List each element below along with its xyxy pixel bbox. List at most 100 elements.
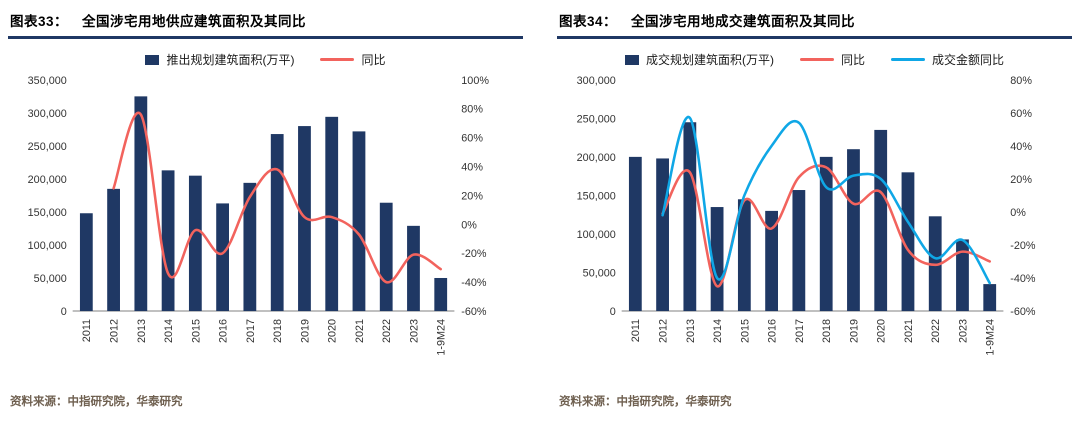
right-axis-tick-label: -40% [1010,273,1036,285]
x-axis-tick-label: 2017 [245,319,257,343]
supply-bar-line-chart: 0 50,000 100,000 150,000 200,000 250,000 300,0… [28,75,490,356]
x-axis-tick-label: 2022 [930,319,942,343]
legend-label: 同比 [361,53,386,67]
transaction-bar-line-chart: 0 50,000 100,000 150,000 200,000 250,000 300,0… [577,75,1036,356]
right-axis-tick-label: -60% [461,306,487,318]
x-axis-tick-label: 2017 [794,319,806,343]
bar [874,129,888,312]
bar [656,158,669,312]
left-axis-tick-label: 350,000 [28,75,67,87]
x-axis-tick-label: 2020 [876,319,888,343]
bar-series [79,96,448,312]
bar [407,225,420,312]
right-axis-tick-label: 80% [1010,75,1032,87]
right-axis-tick-label: -20% [1010,240,1036,252]
right-axis-tick-label: 100% [461,75,489,87]
chart-legend: 推出规划建筑面积(万平) 同比 [8,39,523,70]
bar [134,96,148,312]
x-axis-tick-label: 1-9M24 [985,319,997,356]
left-axis-tick-label: 300,000 [28,108,67,120]
right-axis-tick-label: 0% [461,219,477,231]
source-note: 资料来源：中指研究院，华泰研究 [559,396,732,408]
bar [434,277,448,312]
bar [216,203,229,312]
right-axis-tick-label: -40% [461,277,487,289]
figure-label: 图表33： [10,14,69,29]
x-axis-tick-label: 2015 [190,319,202,343]
x-axis-tick-label: 2016 [767,319,779,343]
x-axis-tick-label: 2014 [712,319,724,343]
legend-item: 推出规划建筑面积(万平) [145,51,294,68]
x-axis-tick-label: 2020 [327,319,339,343]
bar [819,156,833,312]
x-axis-tick-label: 2012 [657,319,669,343]
x-axis-tick-label: 2014 [163,319,175,343]
left-axis-tick-label: 250,000 [577,113,616,125]
x-axis-tick-label: 2018 [272,319,284,343]
legend-item: 成交金额同比 [891,51,1004,68]
legend-item: 成交规划建筑面积(万平) [624,51,774,68]
chart-legend: 成交规划建筑面积(万平) 同比 成交金额同比 [557,39,1072,70]
bar [956,239,969,312]
left-axis-tick-label: 0 [61,306,67,318]
figure-label: 图表34： [559,14,618,29]
legend-item: 同比 [320,51,386,68]
x-axis-tick-label: 2018 [821,319,833,343]
bar [765,210,778,312]
x-axis-tick-label: 2019 [299,319,311,343]
chart-panel-supply: 图表33： 全国涉宅用地供应建筑面积及其同比 推出规划建筑面积(万平) 同比 0 5… [8,6,523,411]
x-axis-tick-label: 2019 [848,319,860,343]
x-axis-tick-label: 2022 [381,319,393,343]
left-axis-tick-label: 250,000 [28,141,67,153]
left-axis-tick-label: 300,000 [577,75,616,87]
right-axis-tick-label: 40% [461,161,483,173]
legend-line-swatch [891,58,925,61]
x-axis-tick-label: 2021 [354,319,366,343]
x-axis-tick-label: 2016 [218,319,230,343]
legend-label: 推出规划建筑面积(万平) [166,53,295,67]
line-series [112,111,443,284]
x-axis-tick-label: 2023 [408,319,420,343]
x-axis-tick-label: 2011 [81,319,93,342]
left-axis-tick-label: 100,000 [28,240,67,252]
legend-label: 成交规划建筑面积(万平) [645,53,774,67]
x-axis-tick-label: 2013 [136,319,148,343]
left-axis-tick-label: 100,000 [577,229,616,241]
bar [243,182,257,312]
left-axis-tick-label: 200,000 [28,174,67,186]
panel-header: 图表33： 全国涉宅用地供应建筑面积及其同比 [8,6,523,39]
left-axis-tick-label: 150,000 [28,207,67,219]
bar [325,116,339,312]
bar [352,131,366,312]
legend-label: 同比 [840,53,865,67]
bar [628,156,642,312]
bar [901,172,915,312]
right-axis-tick-label: 20% [1010,174,1032,186]
right-axis-tick-label: 80% [461,104,483,116]
left-axis-tick-label: 200,000 [577,152,616,164]
x-axis-tick-label: 2012 [108,319,120,343]
bar [683,122,697,312]
legend-item: 同比 [799,51,865,68]
right-axis-tick-label: 20% [461,190,483,202]
right-axis-tick-label: -20% [461,248,487,260]
bar [188,175,202,312]
x-axis-tick-label: 2013 [685,319,697,343]
x-axis-tick-label: 2011 [630,319,642,342]
bar [270,134,284,312]
chart-title: 全国涉宅用地成交建筑面积及其同比 [631,14,856,29]
bar [983,284,997,312]
left-axis-tick-label: 50,000 [34,273,67,285]
line-series [661,115,992,285]
legend-label: 成交金额同比 [932,53,1005,67]
right-axis-tick-label: -60% [1010,306,1036,318]
left-axis-tick-label: 0 [610,306,616,318]
bar [79,213,93,312]
bar [847,149,860,312]
x-axis-tick-label: 2021 [903,319,915,343]
right-axis-tick-label: 0% [1010,207,1026,219]
right-axis-tick-label: 60% [461,133,483,145]
bar [161,170,175,312]
right-axis-tick-label: 60% [1010,108,1032,120]
